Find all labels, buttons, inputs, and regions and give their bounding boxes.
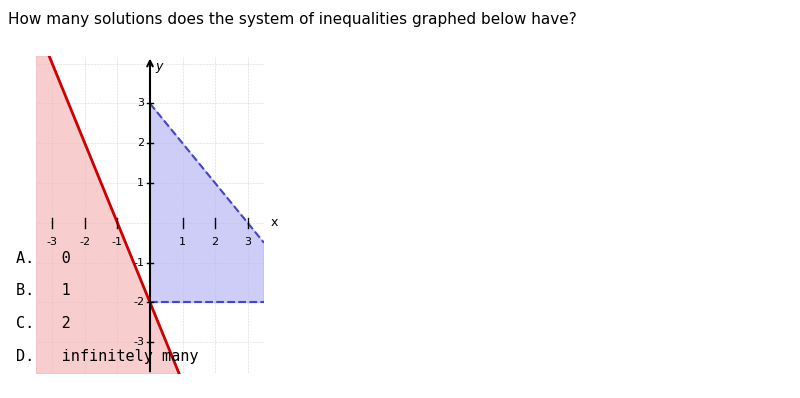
Polygon shape (150, 103, 264, 302)
Text: D.   infinitely many: D. infinitely many (16, 349, 198, 364)
Text: 1: 1 (137, 178, 144, 188)
Text: -3: -3 (46, 237, 58, 247)
Text: y: y (155, 60, 162, 73)
Text: -2: -2 (133, 297, 144, 308)
Text: -3: -3 (133, 337, 144, 347)
Text: A.   0: A. 0 (16, 251, 70, 266)
Text: -1: -1 (112, 237, 123, 247)
Text: 1: 1 (179, 237, 186, 247)
Text: B.   1: B. 1 (16, 283, 70, 298)
Text: 2: 2 (211, 237, 218, 247)
Text: 3: 3 (244, 237, 251, 247)
Polygon shape (36, 56, 179, 374)
Text: -1: -1 (133, 258, 144, 268)
Text: -2: -2 (79, 237, 90, 247)
Text: 3: 3 (137, 98, 144, 109)
Text: 2: 2 (137, 138, 144, 148)
Text: x: x (270, 217, 278, 229)
Text: How many solutions does the system of inequalities graphed below have?: How many solutions does the system of in… (8, 12, 577, 27)
Text: C.   2: C. 2 (16, 316, 70, 331)
